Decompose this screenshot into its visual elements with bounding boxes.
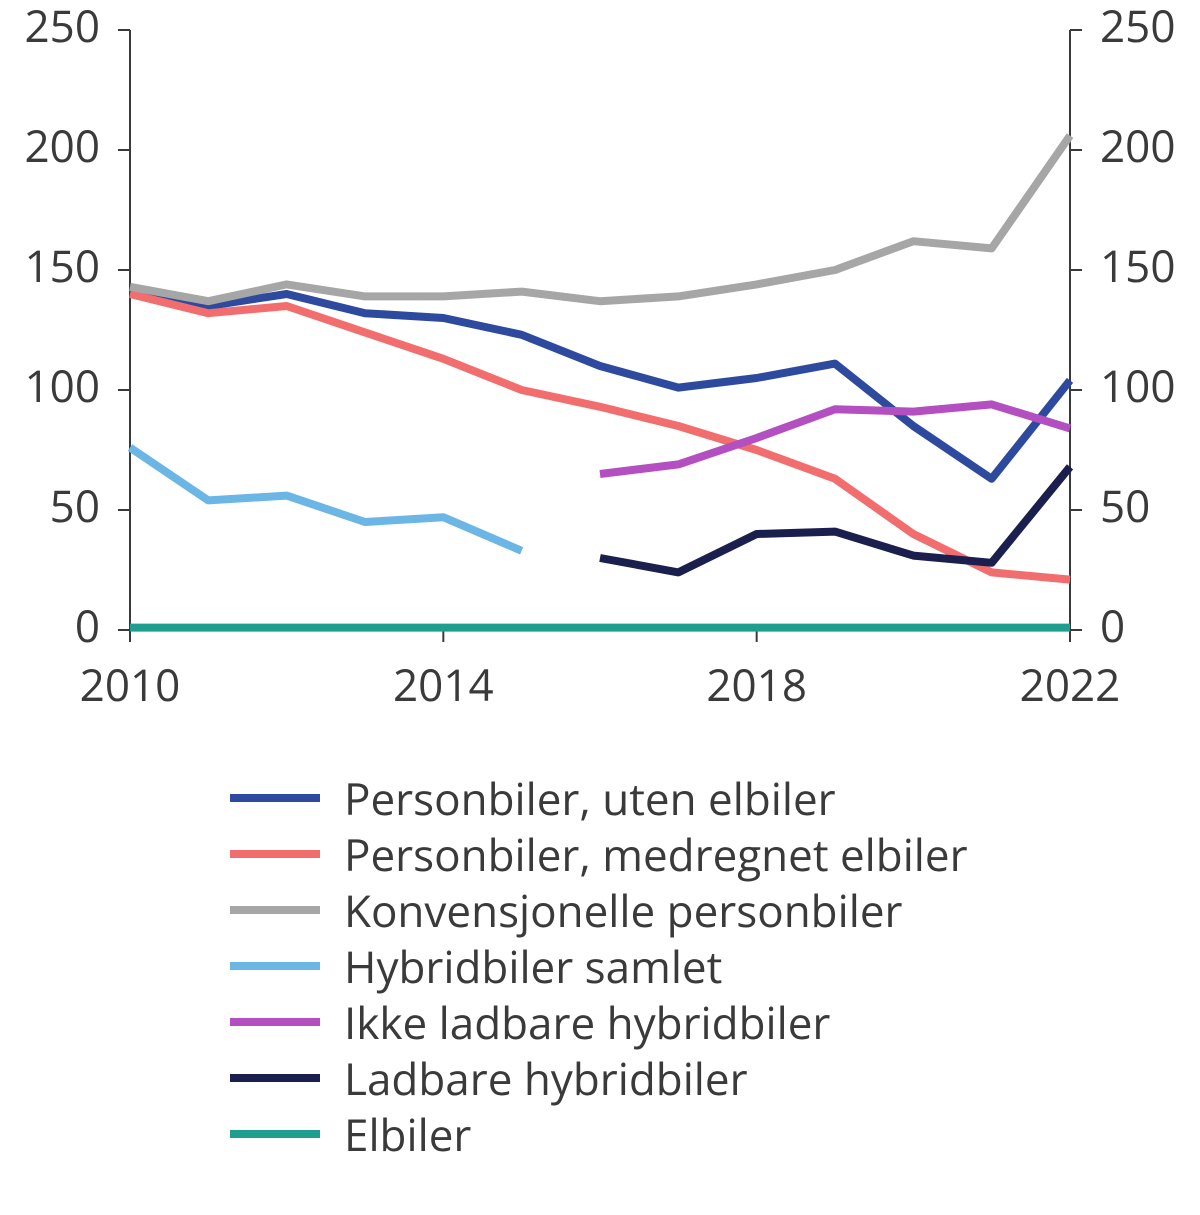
y-axis-tick-label-left: 250 xyxy=(25,0,100,55)
y-axis-tick-label-left: 200 xyxy=(25,115,100,175)
y-axis-tick-label-left: 100 xyxy=(25,355,100,415)
legend: Personbiler, uten elbilerPersonbiler, me… xyxy=(230,770,968,1162)
legend-label: Ikke ladbare hybridbiler xyxy=(344,992,830,1052)
legend-swatch xyxy=(230,794,320,802)
legend-label: Hybridbiler samlet xyxy=(344,936,722,996)
x-axis-tick-label: 2010 xyxy=(80,654,181,714)
legend-label: Personbiler, uten elbiler xyxy=(344,768,836,828)
series-line xyxy=(130,448,522,551)
y-axis-tick-label-right: 0 xyxy=(1100,595,1125,655)
y-axis-tick-label-left: 150 xyxy=(25,235,100,295)
legend-item: Personbiler, medregnet elbiler xyxy=(230,826,968,882)
legend-swatch xyxy=(230,1018,320,1026)
legend-item: Konvensjonelle personbiler xyxy=(230,882,968,938)
y-axis-tick-label-right: 50 xyxy=(1100,475,1150,535)
legend-label: Ladbare hybridbiler xyxy=(344,1048,748,1108)
x-axis-tick-label: 2018 xyxy=(706,654,807,714)
legend-label: Personbiler, medregnet elbiler xyxy=(344,824,968,884)
y-axis-tick-label-left: 0 xyxy=(75,595,100,655)
y-axis-tick-label-right: 250 xyxy=(1100,0,1175,55)
x-axis-tick-label: 2022 xyxy=(1020,654,1121,714)
legend-label: Konvensjonelle personbiler xyxy=(344,880,903,940)
chart-container: 0 0 50 50 100 100 150 150 200 200 250 250 2010 2014 20… xyxy=(0,0,1200,1215)
series-line xyxy=(130,136,1070,302)
legend-swatch xyxy=(230,1130,320,1138)
legend-item: Elbiler xyxy=(230,1106,968,1162)
legend-item: Ladbare hybridbiler xyxy=(230,1050,968,1106)
legend-swatch xyxy=(230,1074,320,1082)
legend-label: Elbiler xyxy=(344,1104,471,1164)
y-axis-tick-label-right: 200 xyxy=(1100,115,1175,175)
legend-swatch xyxy=(230,850,320,858)
legend-item: Ikke ladbare hybridbiler xyxy=(230,994,968,1050)
legend-swatch xyxy=(230,906,320,914)
x-axis-tick-label: 2014 xyxy=(393,654,494,714)
series-line xyxy=(130,289,1070,479)
y-axis-tick-label-right: 150 xyxy=(1100,235,1175,295)
legend-item: Personbiler, uten elbiler xyxy=(230,770,968,826)
y-axis-tick-label-right: 100 xyxy=(1100,355,1175,415)
legend-swatch xyxy=(230,962,320,970)
y-axis-tick-label-left: 50 xyxy=(50,475,100,535)
legend-item: Hybridbiler samlet xyxy=(230,938,968,994)
